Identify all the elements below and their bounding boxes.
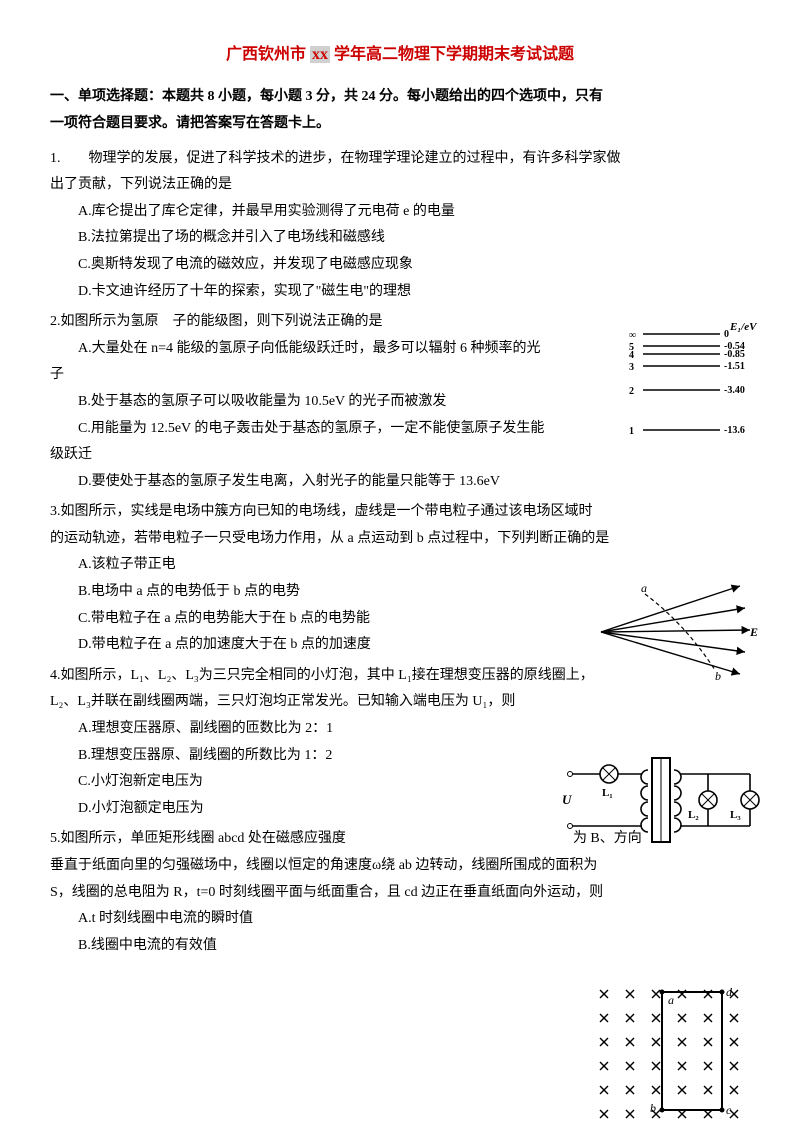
q3-stem1: 3.如图所示，实线是电场中簇方向已知的电场线，虚线是一个带电粒子通过该电场区域时 <box>50 499 750 526</box>
q1-opt-b: B.法拉第提出了场的概念并引入了电场线和磁感线 <box>50 225 750 252</box>
svg-text:1: 1 <box>629 426 634 437</box>
q1-opt-c: C.奥斯特发现了电流的磁效应，并发现了电磁感应现象 <box>50 252 750 279</box>
section-header: 一、单项选择题：本题共 8 小题，每小题 3 分，共 24 分。每小题给出的四个… <box>50 84 750 137</box>
svg-text:L₃: L₃ <box>730 809 741 821</box>
q5-opt-b: B.线圈中电流的有效值 <box>50 933 750 960</box>
question-1: 1. 物理学的发展，促进了科学技术的进步，在物理学理论建立的过程中，有许多科学家… <box>50 146 750 306</box>
svg-text:U: U <box>562 792 572 807</box>
svg-text:d: d <box>726 985 733 999</box>
svg-text:L₂: L₂ <box>688 809 699 821</box>
magnetic-field-diagram: a d b c <box>590 980 760 1130</box>
svg-text:3: 3 <box>629 362 634 373</box>
svg-text:-13.6: -13.6 <box>724 425 745 436</box>
svg-text:a: a <box>641 581 647 595</box>
q5-stem1a: 5.如图所示，单匝矩形线圈 abcd 处在磁感应强度 <box>50 831 346 846</box>
q4-stem2: L₂、L₃并联在副线圈两端，三只灯泡均正常发光。已知输入端电压为 U₁，则 <box>50 689 750 716</box>
q1-stem2: 出了贡献，下列说法正确的是 <box>50 172 750 199</box>
title-highlight: xx <box>310 46 330 63</box>
q2-opt-c2: 级跃迁 <box>50 442 750 469</box>
section-line2: 一项符合题目要求。请把答案写在答题卡上。 <box>50 111 750 138</box>
svg-text:∞: ∞ <box>629 330 636 341</box>
title-suffix: 学年高二物理下学期期末考试试题 <box>334 46 574 63</box>
svg-text:-3.40: -3.40 <box>724 385 745 396</box>
svg-text:b: b <box>650 1101 656 1115</box>
svg-text:E: E <box>749 625 758 639</box>
q5-opt-a: A.t 时刻线圈中电流的瞬时值 <box>50 906 750 933</box>
svg-text:L₁: L₁ <box>602 787 613 799</box>
svg-text:2: 2 <box>629 386 634 397</box>
section-line1: 一、单项选择题：本题共 8 小题，每小题 3 分，共 24 分。每小题给出的四个… <box>50 84 750 111</box>
q1-opt-d: D.卡文迪许经历了十年的探索，实现了"磁生电"的理想 <box>50 279 750 306</box>
page-title: 广西钦州市 xx 学年高二物理下学期期末考试试题 <box>50 40 750 70</box>
svg-text:E₁/eV: E₁/eV <box>729 321 758 333</box>
q1-stem1: 1. 物理学的发展，促进了科学技术的进步，在物理学理论建立的过程中，有许多科学家… <box>50 146 750 173</box>
svg-text:c: c <box>726 1103 732 1117</box>
q1-opt-a: A.库仑提出了库仑定律，并最早用实验测得了元电荷 e 的电量 <box>50 199 750 226</box>
svg-text:b: b <box>715 669 721 683</box>
svg-text:-0.85: -0.85 <box>724 349 745 360</box>
svg-text:a: a <box>668 993 674 1007</box>
transformer-diagram: L₁ U L₂ L₃ <box>560 740 760 860</box>
svg-text:4: 4 <box>629 350 634 361</box>
electric-field-diagram: a b E <box>595 580 760 685</box>
q4-opt-a: A.理想变压器原、副线圈的匝数比为 2：1 <box>50 716 750 743</box>
q2-opt-d: D.要使处于基态的氢原子发生电离，入射光子的能量只能等于 13.6eV <box>50 469 750 496</box>
energy-level-diagram: E₁/eV∞05-0.544-0.853-1.512-3.401-13.6 <box>625 320 760 440</box>
svg-text:-1.51: -1.51 <box>724 361 745 372</box>
q5-stem3: S，线圈的总电阻为 R，t=0 时刻线圈平面与纸面重合，且 cd 边正在垂直纸面… <box>50 880 750 907</box>
title-prefix: 广西钦州市 <box>226 46 306 63</box>
q3-stem2: 的运动轨迹，若带电粒子一只受电场力作用，从 a 点运动到 b 点过程中，下列判断… <box>50 526 750 553</box>
q3-opt-a: A.该粒子带正电 <box>50 552 750 579</box>
svg-text:0: 0 <box>724 329 729 340</box>
